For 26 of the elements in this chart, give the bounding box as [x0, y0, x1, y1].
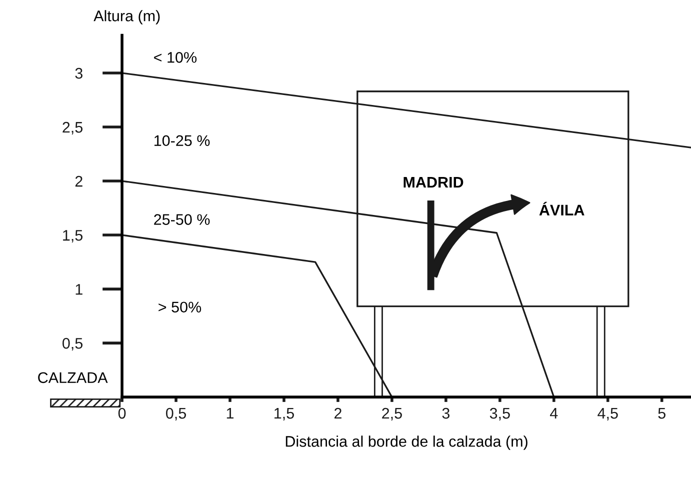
x-axis-title: Distancia al borde de la calzada (m)	[286, 436, 528, 450]
x-tick-label: 0,5	[166, 408, 186, 421]
annotation: ÁVILA	[539, 202, 584, 216]
annotation: < 10%	[154, 52, 197, 63]
y-tick-label: 2	[75, 176, 82, 187]
text: CALZADA	[38, 372, 108, 384]
y-tick-label: 3	[75, 68, 82, 79]
x-tick-label: 0	[118, 408, 126, 419]
annotation: 10-25 %	[154, 135, 210, 146]
annotation: > 50%	[158, 302, 202, 313]
x-tick-label: 2	[334, 408, 342, 419]
annotation: 25-50 %	[154, 214, 210, 225]
x-tick-label: 4	[550, 408, 558, 419]
x-tick-label: 3	[442, 408, 450, 419]
x-tick-label: 1,5	[274, 408, 294, 421]
annotation: MADRID	[404, 177, 464, 188]
x-tick-label: 2,5	[382, 408, 402, 421]
y-tick-label: 0,5	[62, 338, 83, 351]
y-axis-title: Altura (m)	[94, 10, 160, 24]
x-tick-label: 1	[226, 408, 234, 419]
y-tick-label: 1	[76, 284, 82, 295]
x-tick-label: 4,5	[598, 408, 618, 421]
y-tick-label: 1,5	[63, 230, 83, 243]
x-tick-label: 5	[658, 408, 666, 419]
x-tick-label: 3,5	[490, 408, 510, 421]
y-tick-label: 2,5	[62, 122, 83, 135]
